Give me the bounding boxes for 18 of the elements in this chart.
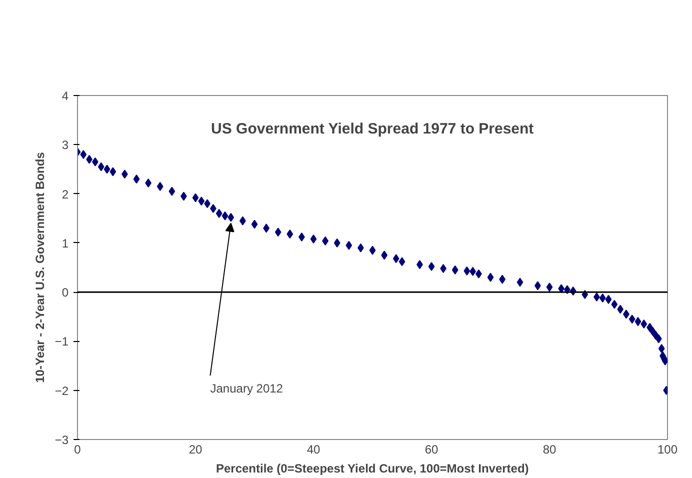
y-tick-label: 4 — [62, 89, 69, 103]
x-tick-label: 60 — [424, 442, 438, 456]
y-tick-label: 3 — [62, 138, 69, 152]
y-tick-label: −2 — [54, 384, 69, 398]
x-tick-label: 40 — [306, 442, 320, 456]
y-axis-title: 10-Year - 2-Year U.S. Government Bonds — [32, 152, 47, 383]
x-tick-label: 20 — [188, 442, 202, 456]
y-tick-label: 0 — [62, 286, 69, 300]
x-axis-title: Percentile (0=Steepest Yield Curve, 100=Most Inverted) — [216, 462, 529, 476]
x-tick-label: 100 — [657, 442, 678, 456]
y-tick-label: 1 — [62, 236, 69, 250]
x-tick-label: 80 — [542, 442, 556, 456]
x-tick-label: 0 — [74, 442, 82, 456]
text: US Government Yield Spread 1977 to Present — [211, 120, 534, 138]
y-tick-label: −3 — [54, 433, 69, 447]
y-tick-label: −1 — [54, 334, 69, 349]
annotation: January 2012 — [210, 382, 284, 396]
y-tick-label: 2 — [62, 187, 69, 202]
